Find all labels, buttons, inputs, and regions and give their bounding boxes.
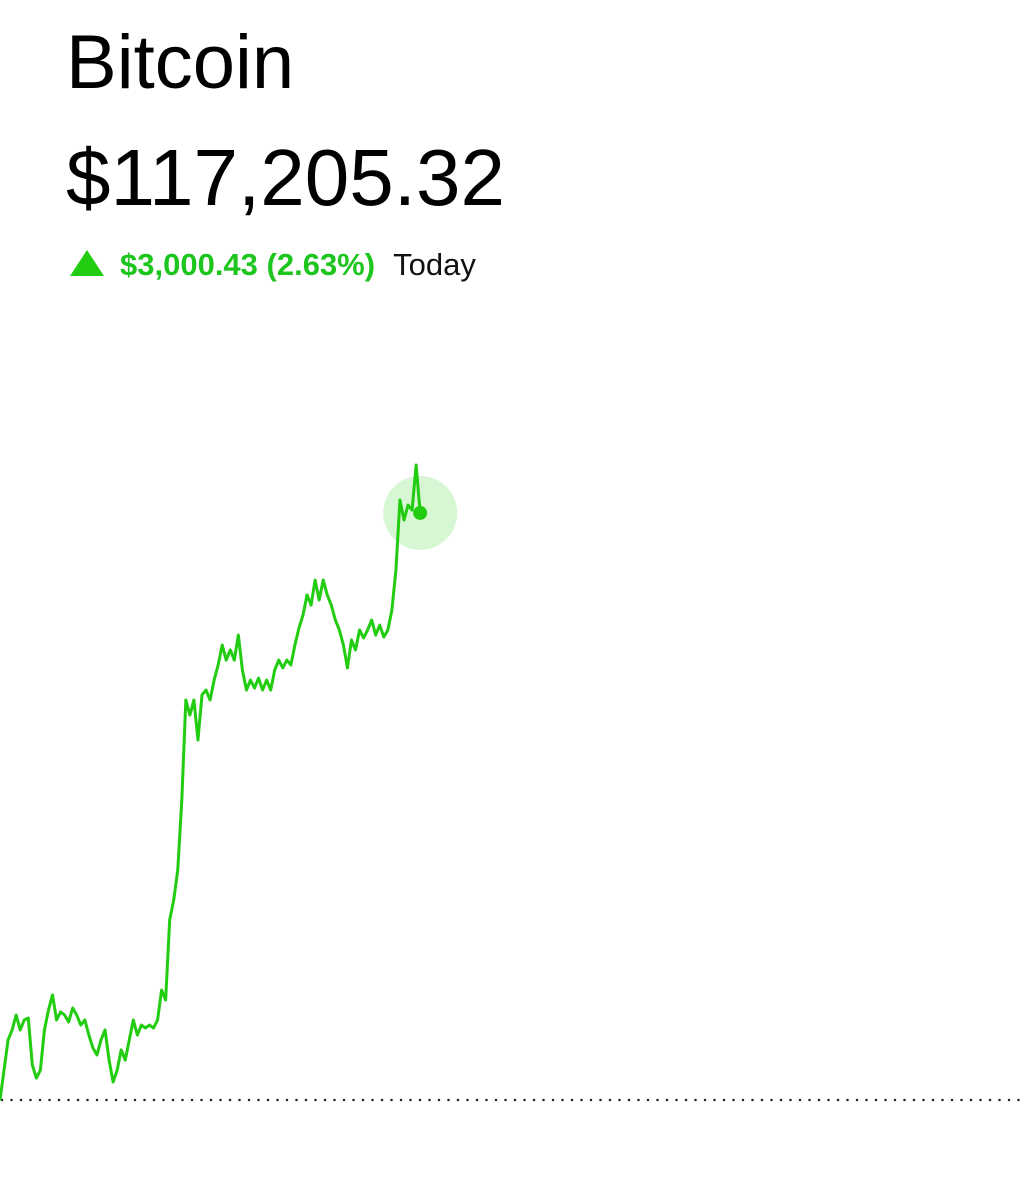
price-line bbox=[0, 463, 422, 1101]
price-chart bbox=[0, 463, 1020, 1102]
change-row: $3,000.43 (2.63%) Today bbox=[120, 247, 476, 282]
change-period: Today bbox=[393, 247, 476, 282]
up-arrow-icon bbox=[70, 250, 104, 276]
asset-title: Bitcoin bbox=[66, 20, 294, 105]
price-change: $3,000.43 (2.63%) bbox=[120, 247, 375, 282]
asset-price: $117,205.32 bbox=[66, 133, 505, 222]
current-price-dot bbox=[413, 505, 428, 520]
